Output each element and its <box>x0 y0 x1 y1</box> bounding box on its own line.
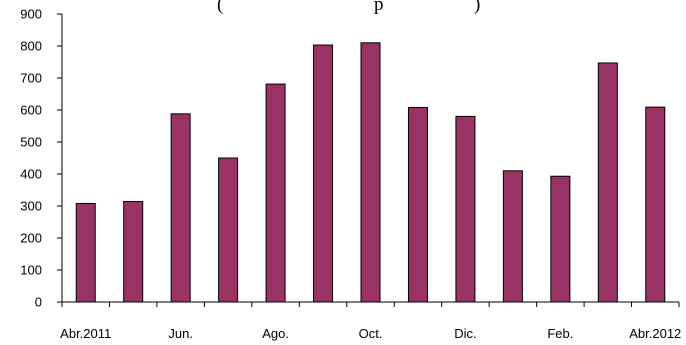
bar-may <box>123 201 144 303</box>
x-tick-label: Oct. <box>359 326 383 341</box>
y-tick-label: 600 <box>20 103 42 118</box>
y-axis: 0 100 200 300 400 500 600 700 800 900 <box>20 7 63 310</box>
y-tick-label: 700 <box>20 71 42 86</box>
y-tick-label: 900 <box>20 7 42 22</box>
x-tick-label: Ago. <box>262 326 289 341</box>
bar-jun <box>170 113 191 303</box>
y-tick-label: 100 <box>20 263 42 278</box>
x-tick-label: Dic. <box>454 326 476 341</box>
bar-feb <box>550 175 571 303</box>
y-tick-label: 0 <box>35 295 42 310</box>
title-fragment-left: ( <box>217 0 223 15</box>
bar-ago <box>265 83 286 303</box>
x-tick-label: Jun. <box>168 326 193 341</box>
title-fragment-right: ) <box>474 0 480 15</box>
bar-sep <box>313 44 334 303</box>
bar-jul <box>218 157 239 303</box>
x-tick-label: Abr.2012 <box>629 326 681 341</box>
bar-series <box>75 42 666 303</box>
y-tick-label: 800 <box>20 39 42 54</box>
bar-oct <box>360 42 381 303</box>
y-tick-label: 200 <box>20 231 42 246</box>
chart-title: ( p ) <box>217 0 480 15</box>
bar-abr2012 <box>645 106 666 303</box>
bar-ene <box>502 170 523 303</box>
x-tick-label: Abr.2011 <box>60 326 111 341</box>
bar-dic <box>455 115 476 303</box>
bar-abr2011 <box>75 202 96 303</box>
bar-nov <box>407 106 428 303</box>
y-tick-label: 300 <box>20 199 42 214</box>
title-fragment-middle: p <box>374 0 384 15</box>
x-axis: Abr.2011 Jun. Ago. Oct. Dic. Feb. Abr.2012 <box>60 301 681 341</box>
y-tick-label: 400 <box>20 167 42 182</box>
y-tick-label: 500 <box>20 135 42 150</box>
bar-mar <box>597 62 618 303</box>
x-tick-label: Feb. <box>547 326 573 341</box>
